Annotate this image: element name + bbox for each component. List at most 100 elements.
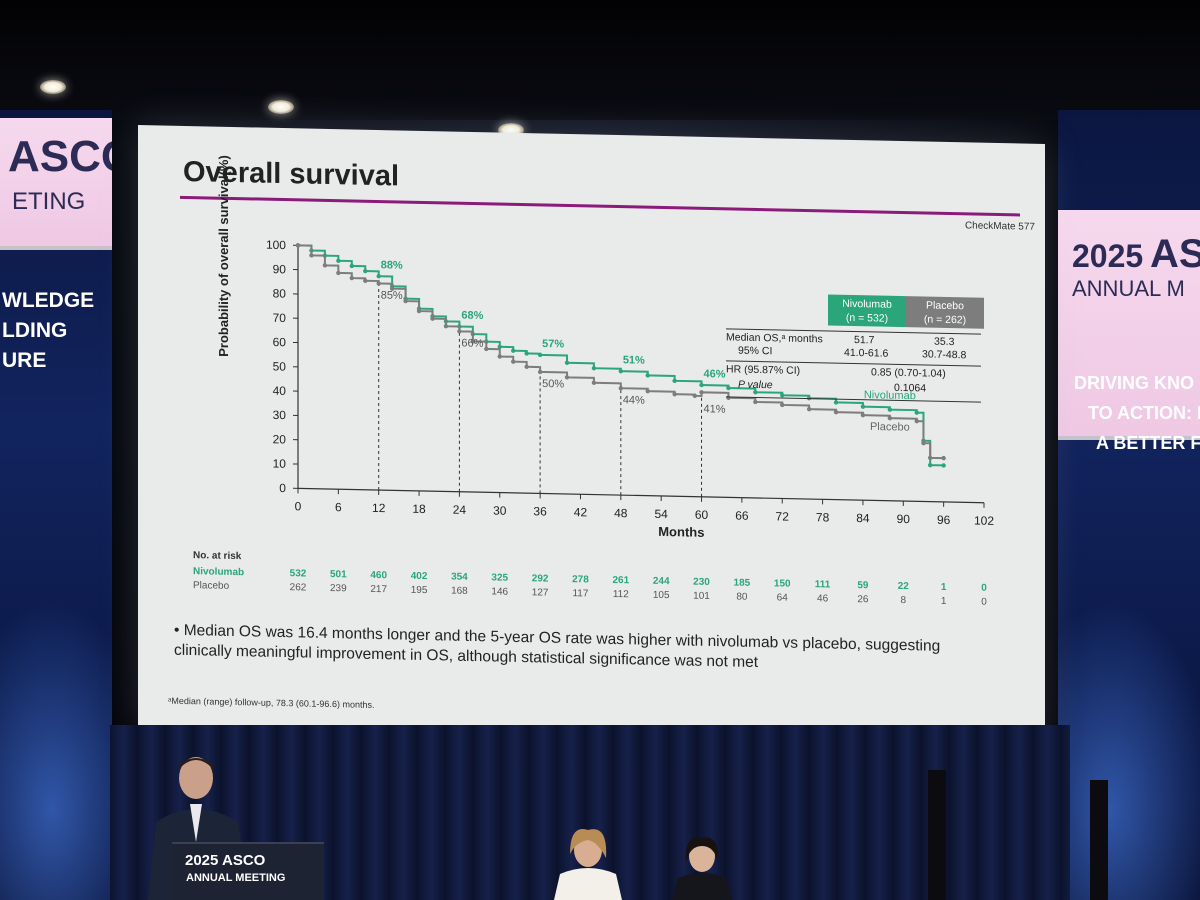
at-risk-placebo-count: 262: [289, 582, 307, 594]
censor-mark-placebo: [699, 390, 704, 395]
landmark-label-nivolumab: 57%: [542, 338, 564, 350]
at-risk-placebo-count: 217: [370, 583, 388, 596]
x-tick-label: 36: [533, 504, 547, 518]
stage-light: [268, 100, 294, 114]
at-risk-placebo-count: 64: [776, 592, 788, 604]
at-risk-placebo-count: 168: [451, 585, 468, 597]
left-banner-line: LDING: [2, 319, 68, 342]
censor-mark-placebo: [672, 391, 677, 397]
censor-mark-placebo: [376, 281, 381, 286]
x-tick-label: 54: [654, 507, 668, 521]
stats-cell: 30.7-48.8: [922, 348, 967, 362]
stats-cell: 35.3: [934, 335, 955, 349]
at-risk-nivolumab-count: 402: [410, 570, 428, 583]
censor-mark-nivolumab: [591, 365, 597, 371]
at-risk-nivolumab-count: 185: [733, 577, 751, 589]
x-tick-label: 24: [453, 503, 467, 517]
censor-mark-placebo: [430, 316, 435, 321]
x-tick-label: 102: [974, 514, 994, 528]
panelist: [672, 837, 732, 900]
censor-mark-placebo: [941, 455, 946, 461]
censor-mark-nivolumab: [537, 352, 543, 358]
at-risk-nivolumab-count: 501: [330, 569, 347, 581]
x-axis-line: [298, 487, 984, 504]
at-risk-placebo-count: 146: [491, 586, 509, 598]
right-banner-logo: ASC: [1150, 232, 1200, 276]
censor-mark-placebo: [618, 385, 624, 391]
y-tick-label: 50: [273, 359, 287, 373]
x-tick-label: 78: [816, 510, 830, 524]
at-risk-nivolumab-count: 0: [981, 582, 987, 594]
left-banner-line: URE: [2, 349, 47, 372]
censor-mark-nivolumab: [363, 268, 368, 274]
y-tick-label: 0: [279, 481, 286, 495]
censor-mark-placebo: [753, 399, 758, 405]
at-risk-placebo-count: 80: [736, 591, 748, 603]
y-tick-label: 70: [273, 311, 287, 325]
censor-mark-placebo: [645, 388, 650, 394]
censor-mark-placebo: [484, 346, 489, 352]
censor-mark-nivolumab: [376, 274, 381, 279]
censor-mark-placebo: [564, 375, 570, 380]
y-tick-label: 100: [266, 238, 286, 252]
censor-mark-placebo: [470, 339, 476, 344]
at-risk-placebo-count: 117: [572, 588, 589, 600]
censor-mark-nivolumab: [336, 258, 341, 263]
stage-light: [40, 80, 66, 94]
x-tick-label: 48: [614, 506, 628, 520]
at-risk-nivolumab-count: 532: [289, 568, 307, 580]
censor-mark-nivolumab: [833, 400, 839, 405]
censor-mark-nivolumab: [564, 360, 570, 365]
stats-header-nivolumab: Nivolumab (n = 532): [828, 294, 906, 328]
censor-mark-nivolumab: [753, 390, 758, 395]
landmark-label-placebo: 85%: [381, 290, 403, 302]
y-tick-label: 40: [273, 384, 287, 398]
censor-mark-placebo: [833, 409, 839, 415]
x-tick-label: 96: [937, 513, 951, 527]
x-tick-label: 60: [695, 508, 709, 522]
x-tick-label: 6: [335, 500, 342, 514]
stats-row-label: P value: [738, 378, 773, 392]
stats-row-label: HR (95.87% CI): [726, 363, 801, 377]
censor-mark-nivolumab: [914, 410, 919, 415]
podium-logo: 2025 ASCO: [185, 852, 266, 869]
stats-row-label: Median OS,ᵃ months: [726, 331, 823, 346]
x-tick-label: 0: [295, 499, 302, 513]
stats-cell: 41.0-61.6: [844, 346, 889, 360]
projection-screen: Overall survival CheckMate 577 Probabili…: [138, 125, 1045, 749]
censor-mark-nivolumab: [672, 378, 677, 384]
title-divider: [180, 195, 1020, 217]
x-tick-label: 84: [856, 511, 870, 525]
censor-mark-placebo: [692, 393, 698, 399]
stats-header-placebo: Placebo (n = 262): [906, 296, 984, 329]
x-tick-label: 66: [735, 509, 749, 523]
landmark-label-nivolumab: 51%: [623, 354, 645, 366]
at-risk-header: No. at risk: [193, 550, 242, 563]
at-risk-placebo-count: 1: [940, 595, 947, 607]
censor-mark-placebo: [806, 406, 812, 412]
at-risk-nivolumab-count: 278: [572, 574, 589, 586]
panelist: [554, 829, 622, 900]
censor-mark-nivolumab: [860, 404, 866, 409]
censor-mark-nivolumab: [780, 393, 785, 398]
x-tick-label: 90: [897, 512, 911, 526]
left-banner-logo-sub: ETING: [12, 188, 86, 215]
left-banner-header: ASCO ETING: [0, 118, 112, 250]
censor-mark-placebo: [443, 324, 449, 329]
at-risk-placebo-label: Placebo: [193, 580, 230, 592]
y-tick-label: 60: [273, 335, 287, 349]
censor-mark-placebo: [524, 364, 529, 369]
stage-light-pole: [928, 770, 946, 900]
censor-mark-placebo: [336, 270, 341, 276]
banner-glow: [1058, 600, 1200, 900]
x-tick-label: 42: [574, 505, 588, 519]
at-risk-placebo-count: 105: [652, 589, 670, 602]
banner-glow: [0, 600, 112, 900]
landmark-label-nivolumab: 88%: [381, 259, 403, 271]
y-tick-label: 10: [273, 457, 287, 471]
right-banner-header: 2025 ASC ANNUAL M: [1058, 210, 1200, 440]
at-risk-nivolumab-count: 150: [773, 578, 791, 590]
censor-mark-placebo: [416, 308, 422, 314]
censor-mark-placebo: [403, 298, 408, 304]
censor-mark-placebo: [511, 359, 516, 364]
